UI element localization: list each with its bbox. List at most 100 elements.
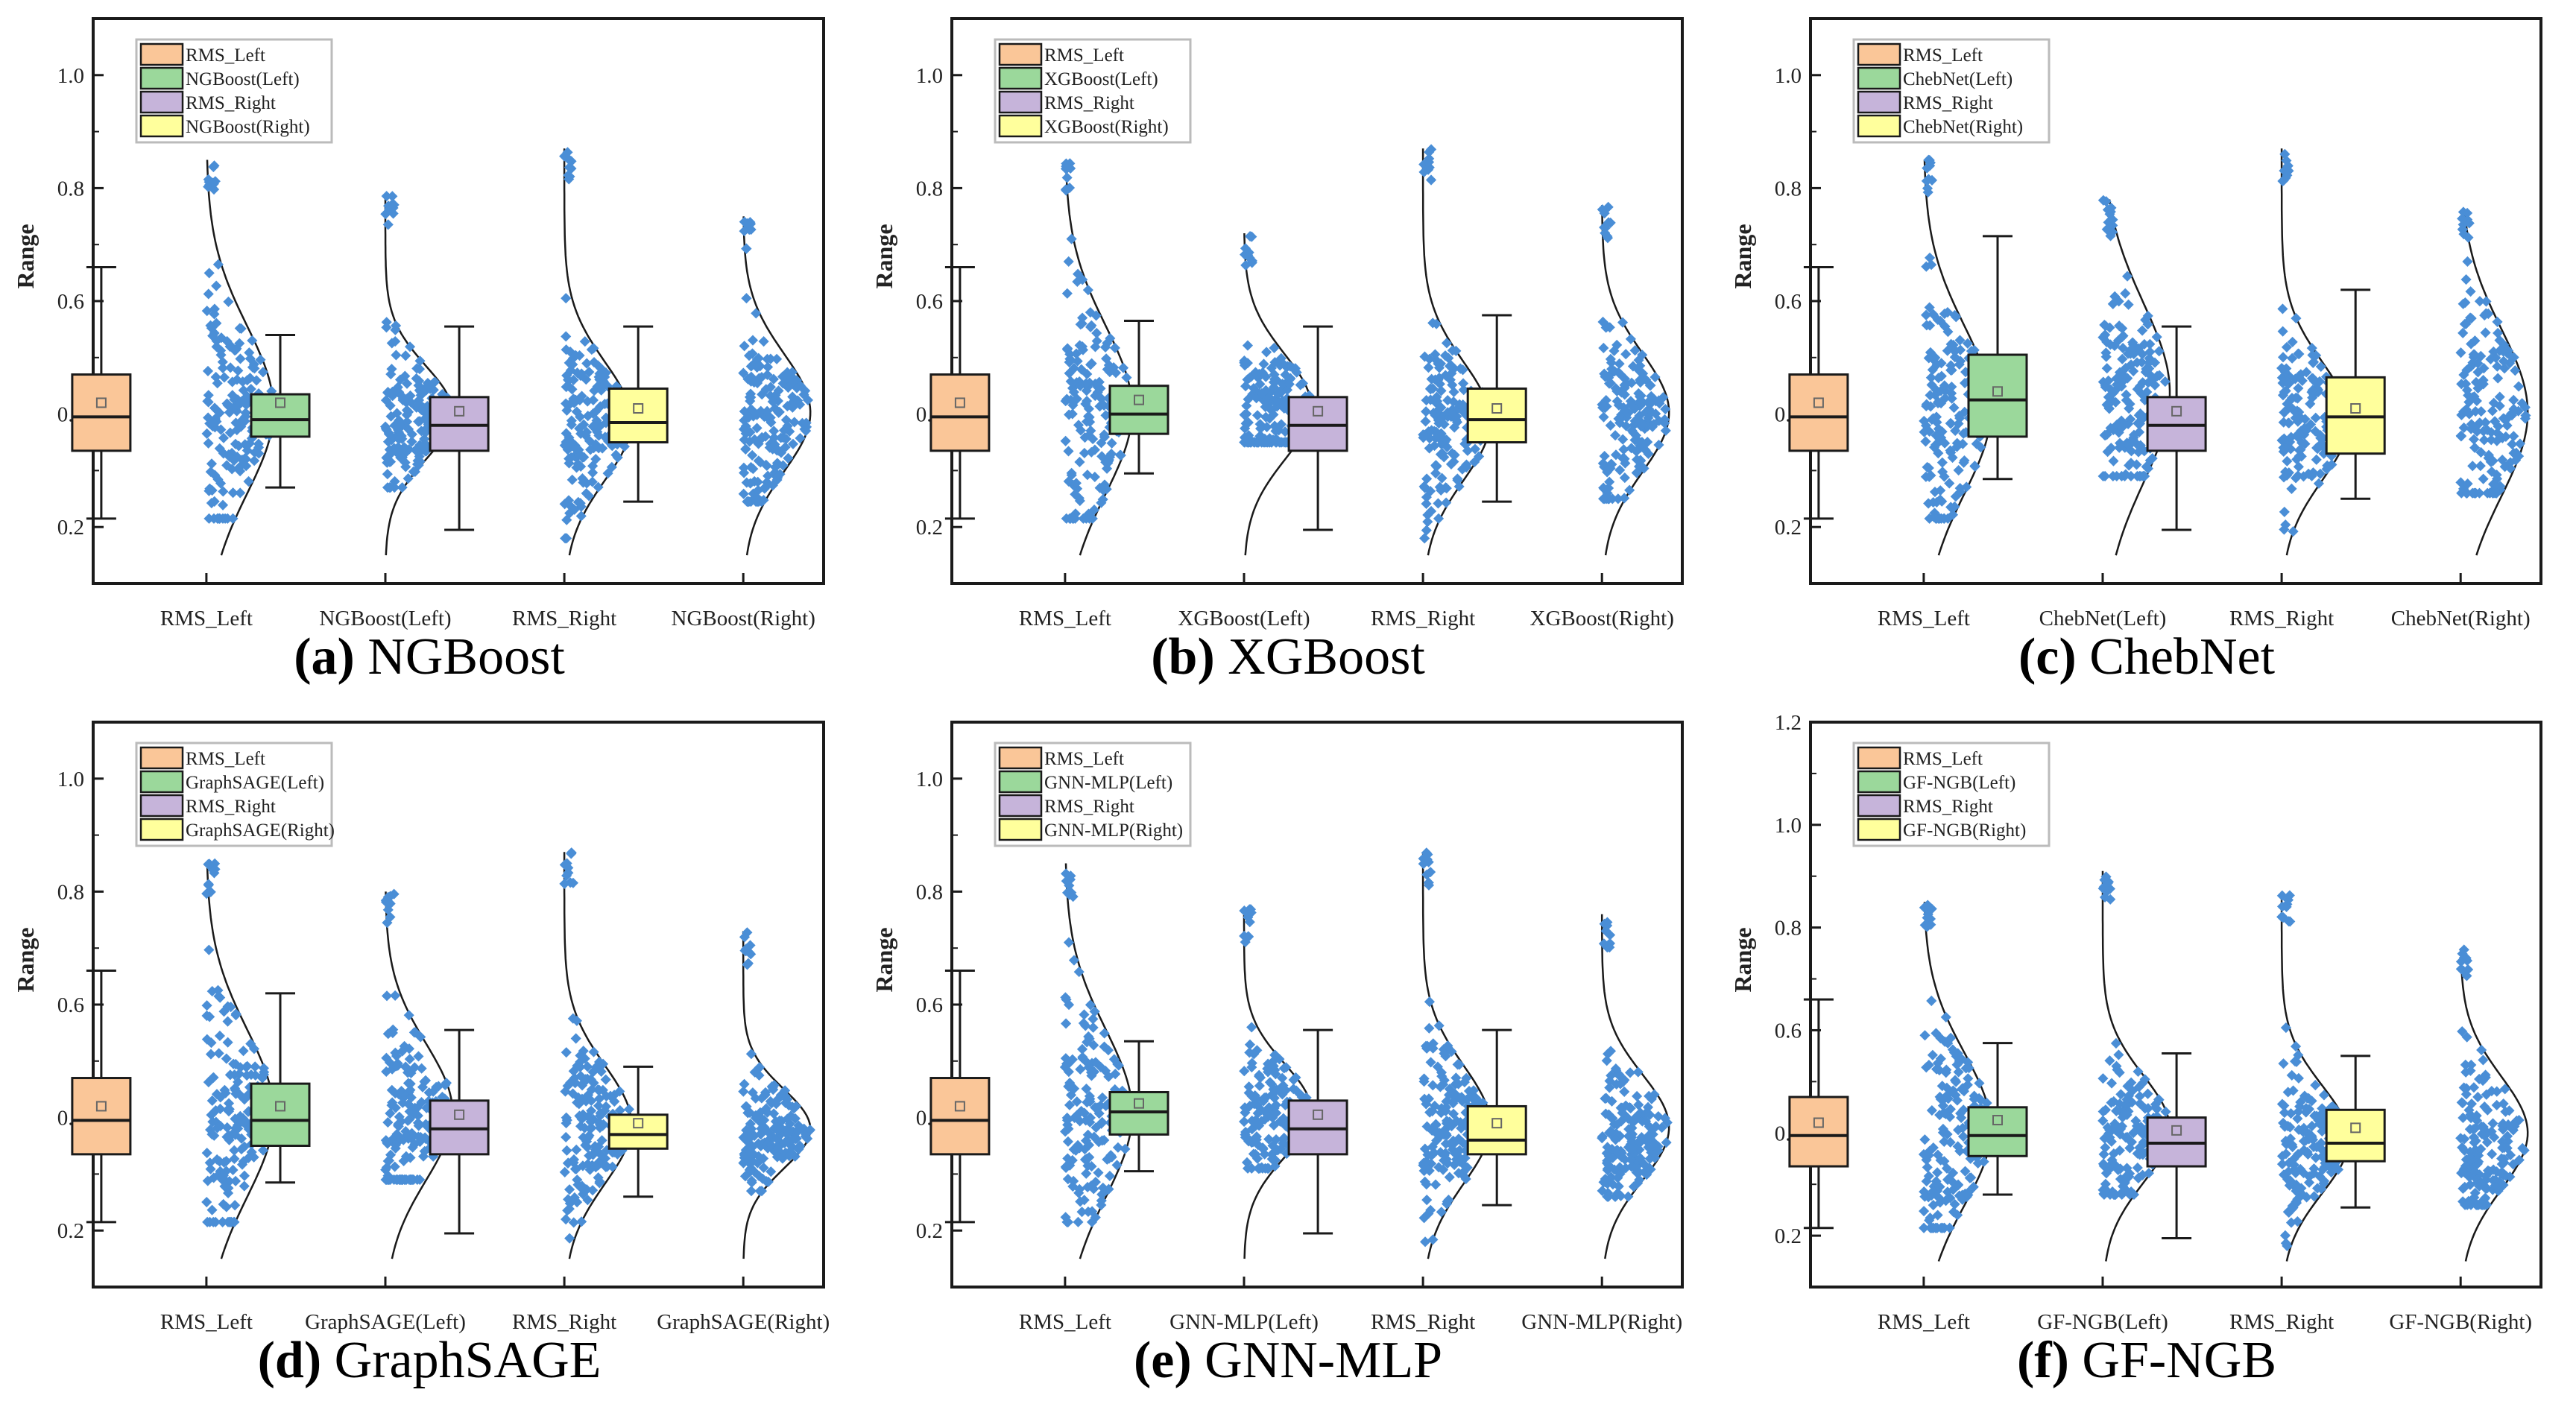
data-point <box>1288 1084 1299 1095</box>
mean-marker <box>2171 405 2182 417</box>
data-point <box>1425 174 1437 186</box>
data-point <box>747 1087 758 1098</box>
data-point <box>1427 1105 1438 1117</box>
box-1 <box>250 333 311 489</box>
data-point <box>2476 1128 2487 1139</box>
y-tick-label: 0.6 <box>916 993 943 1017</box>
legend-swatch <box>1857 42 1901 66</box>
iqr-box <box>71 373 132 452</box>
data-point <box>1919 1222 1930 1233</box>
box-1 <box>1108 320 1169 475</box>
data-point <box>1435 1131 1446 1142</box>
data-point <box>409 1062 420 1073</box>
data-point <box>804 1125 815 1136</box>
y-axis-label: Range <box>12 224 39 288</box>
data-point <box>584 367 595 378</box>
data-point <box>2133 1066 2144 1077</box>
y-tick-label: 0.8 <box>57 880 84 904</box>
data-point <box>593 1172 604 1183</box>
data-point <box>747 449 758 461</box>
data-point <box>2472 1091 2484 1103</box>
legend-swatch <box>998 90 1043 114</box>
data-point <box>1257 1142 1269 1154</box>
data-point <box>1061 1018 1072 1029</box>
data-point <box>748 377 760 388</box>
data-point <box>385 1107 396 1119</box>
data-point <box>405 1092 417 1103</box>
data-point <box>406 429 417 440</box>
data-point <box>2475 461 2486 472</box>
data-point <box>2100 1104 2112 1116</box>
scatter-points <box>201 160 277 524</box>
data-point <box>404 341 416 352</box>
data-point <box>1117 362 1129 373</box>
data-point <box>1075 1063 1086 1075</box>
data-point <box>382 1138 393 1149</box>
data-point <box>222 1037 233 1048</box>
data-point <box>2280 519 2291 531</box>
data-point <box>206 417 218 428</box>
density-curve <box>1243 908 1313 1259</box>
data-point <box>1418 481 1430 492</box>
data-point <box>417 440 428 452</box>
data-point <box>247 335 258 347</box>
data-point <box>2121 389 2132 400</box>
data-point <box>754 361 765 372</box>
data-point <box>1260 411 1272 423</box>
data-point <box>1604 1174 1615 1185</box>
data-point <box>1064 367 1075 379</box>
iqr-box <box>1967 1106 2028 1157</box>
caption-title: NGBoost <box>367 628 565 686</box>
data-point <box>1635 461 1647 472</box>
data-point <box>1422 516 1433 528</box>
scatter-points <box>1418 847 1492 1248</box>
mean-marker <box>2171 1125 2182 1136</box>
data-point <box>1090 391 1101 402</box>
data-point <box>205 467 216 478</box>
scatter-points <box>1919 154 1995 524</box>
data-point <box>2480 327 2491 338</box>
data-point <box>233 365 244 376</box>
data-point <box>406 436 417 447</box>
data-point <box>559 499 570 510</box>
data-point <box>393 1118 404 1129</box>
data-point <box>230 1175 242 1186</box>
data-point <box>575 510 587 522</box>
data-point <box>1074 495 1085 507</box>
data-point <box>576 1080 588 1091</box>
data-point <box>1242 374 1253 385</box>
legend-swatch <box>1857 746 1901 770</box>
data-point <box>1093 1108 1105 1119</box>
data-point <box>2507 1159 2519 1170</box>
data-point <box>770 461 781 473</box>
data-point <box>1602 467 1613 478</box>
data-point <box>1430 467 1442 479</box>
data-point <box>1436 385 1447 396</box>
legend: RMS_Left ChebNet(Left) RMS_Right ChebNet(Ri… <box>1852 38 2051 144</box>
data-point <box>2493 1186 2504 1197</box>
data-point <box>1934 513 1945 524</box>
legend-label: GNN-MLP(Left) <box>1044 773 1172 793</box>
mean-marker <box>633 403 644 414</box>
data-point <box>588 1046 599 1057</box>
data-point <box>2279 506 2290 517</box>
data-point <box>768 426 780 437</box>
data-point <box>202 365 214 376</box>
data-point <box>1431 461 1442 472</box>
x-tick-label: RMS_Left <box>1878 607 1970 630</box>
data-point <box>390 990 401 1001</box>
caption-letter: (f) <box>2016 1332 2069 1389</box>
data-point <box>1244 917 1255 928</box>
y-axis-label: Range <box>12 927 39 992</box>
data-point <box>2494 335 2505 346</box>
subplot-caption: (c) ChebNet <box>1717 627 2576 687</box>
data-point <box>1603 217 1614 228</box>
data-point <box>1072 276 1083 288</box>
data-point <box>1061 1058 1073 1069</box>
data-point <box>2137 1169 2148 1180</box>
data-point <box>2313 478 2325 489</box>
data-point <box>1457 399 1468 411</box>
data-point <box>2135 408 2146 420</box>
box-2 <box>1287 1028 1348 1235</box>
